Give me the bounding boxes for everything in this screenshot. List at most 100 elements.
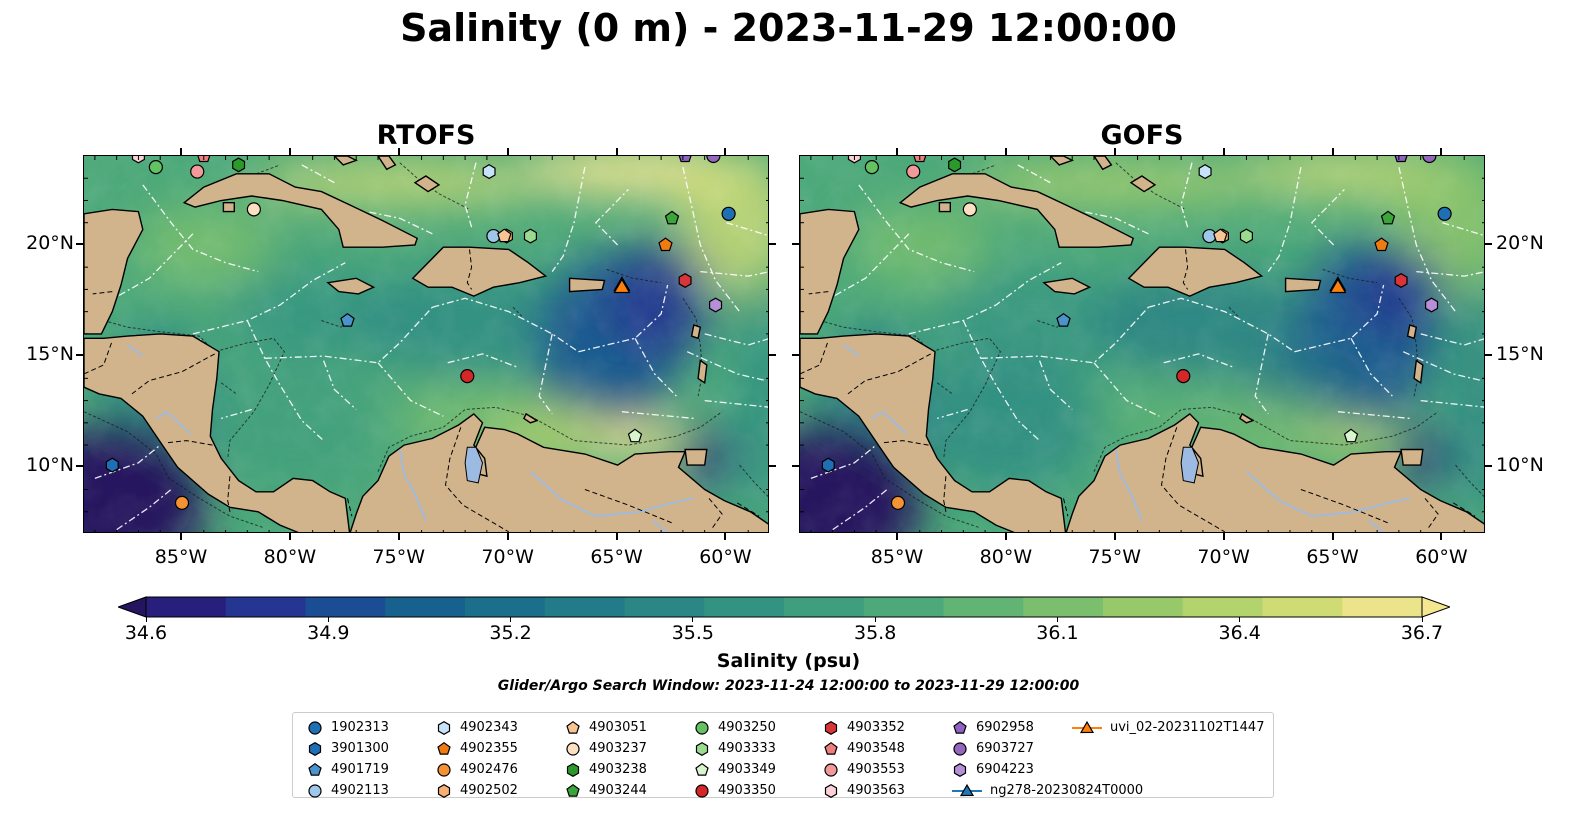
legend-label: 3901300 bbox=[331, 741, 389, 756]
country-border bbox=[808, 291, 829, 295]
legend-marker bbox=[566, 783, 580, 797]
legend-marker bbox=[695, 762, 709, 776]
platform-marker-1902313 bbox=[1437, 206, 1452, 221]
latitude-label: 10°N bbox=[1496, 454, 1544, 477]
colorbar-bin bbox=[385, 597, 466, 617]
longitude-label: 65°W bbox=[1306, 546, 1359, 568]
legend-marker bbox=[824, 783, 838, 798]
legend-item: 4903349 bbox=[694, 759, 776, 780]
legend-item: 4903238 bbox=[565, 759, 647, 780]
major-tick bbox=[1331, 148, 1334, 155]
legend-symbol bbox=[566, 720, 580, 734]
eez-boundary bbox=[1082, 210, 1149, 235]
legend-item: 4902113 bbox=[307, 780, 389, 801]
colorbar-tick bbox=[874, 617, 876, 622]
platform-marker-6903727 bbox=[706, 156, 721, 164]
major-tick bbox=[76, 354, 83, 357]
land-lesser-antilles bbox=[1406, 324, 1418, 340]
legend-label: 4903350 bbox=[718, 783, 776, 798]
legend-label: 6904223 bbox=[976, 762, 1034, 777]
legend-symbol bbox=[437, 783, 451, 798]
legend-symbol bbox=[953, 741, 967, 756]
country-border bbox=[227, 476, 231, 512]
legend-marker bbox=[953, 762, 967, 777]
platform-marker-4903238 bbox=[948, 157, 962, 173]
eez-boundary bbox=[109, 233, 194, 302]
platform-marker-4902476 bbox=[890, 495, 906, 510]
depth-contour bbox=[1093, 406, 1439, 472]
major-tick bbox=[397, 533, 400, 540]
platform-marker-4902355 bbox=[658, 237, 673, 252]
land-jamaica bbox=[1042, 277, 1092, 295]
major-tick bbox=[288, 533, 291, 540]
colorbar-tick-label: 34.6 bbox=[124, 622, 168, 644]
legend-symbol bbox=[695, 720, 709, 735]
legend-label: 6903727 bbox=[976, 741, 1034, 756]
legend-label: 4903237 bbox=[589, 741, 647, 756]
colorbar-bin bbox=[225, 597, 307, 617]
eez-boundary bbox=[1337, 411, 1410, 420]
legend-item: 4902502 bbox=[436, 780, 518, 801]
eez-boundary bbox=[1294, 284, 1385, 353]
eez-boundary bbox=[1402, 351, 1482, 382]
eez-boundary bbox=[634, 337, 677, 397]
colorbar-bin bbox=[1023, 597, 1104, 617]
eez-boundary bbox=[551, 166, 586, 272]
country-border bbox=[847, 353, 931, 395]
depth-contour bbox=[682, 298, 704, 397]
major-tick bbox=[769, 354, 776, 357]
platform-marker-4902476 bbox=[174, 495, 190, 510]
legend-item: 6904223 bbox=[952, 759, 1034, 780]
legend-symbol bbox=[824, 783, 838, 798]
legend-item: 4902476 bbox=[436, 759, 518, 780]
longitude-label: 60°W bbox=[699, 546, 752, 568]
legend-label: 1902313 bbox=[331, 720, 389, 735]
legend-label: 4903244 bbox=[589, 783, 647, 798]
land-trinidad bbox=[1400, 448, 1424, 466]
longitude-label: 85°W bbox=[870, 546, 924, 568]
legend-label: 4903349 bbox=[718, 762, 776, 777]
land-hispaniola bbox=[1127, 246, 1264, 297]
platform-marker-4903350 bbox=[460, 369, 475, 384]
glider-marker-uvi_02-20231102T1447 bbox=[613, 278, 631, 294]
legend-item: 4903553 bbox=[823, 759, 905, 780]
colorbar-tick-label: 36.1 bbox=[1036, 622, 1079, 644]
legend-marker bbox=[308, 762, 322, 776]
colorbar-tick bbox=[145, 617, 147, 622]
platform-marker-4903553 bbox=[190, 164, 205, 179]
colorbar-tick-label: 35.5 bbox=[671, 622, 714, 644]
major-tick bbox=[1222, 148, 1225, 155]
eez-boundary bbox=[432, 297, 579, 353]
river bbox=[1367, 519, 1385, 532]
eez-boundary bbox=[1017, 164, 1051, 184]
land-isla-juventud bbox=[222, 202, 236, 213]
country-border bbox=[1453, 502, 1476, 517]
legend-symbol bbox=[437, 741, 451, 755]
platform-marker-4903244 bbox=[1380, 210, 1396, 225]
legend-symbol bbox=[308, 783, 322, 798]
legend-marker bbox=[952, 783, 982, 796]
latitude-label: 20°N bbox=[26, 231, 74, 254]
platform-marker-3901300 bbox=[105, 457, 119, 473]
eez-boundary bbox=[192, 262, 346, 335]
legend-symbol bbox=[308, 720, 322, 735]
country-border bbox=[466, 249, 473, 290]
river bbox=[871, 410, 908, 435]
major-tick bbox=[769, 465, 776, 468]
legend-symbol bbox=[695, 741, 709, 756]
legend-symbol bbox=[695, 783, 709, 798]
platform-marker-3901300 bbox=[821, 457, 835, 473]
colorbar-gradient bbox=[116, 596, 1452, 618]
platform-marker-4902343 bbox=[1198, 164, 1212, 180]
eez-boundary bbox=[538, 333, 553, 415]
legend-symbol bbox=[695, 762, 709, 776]
country-border bbox=[943, 476, 947, 512]
longitude-label: 80°W bbox=[979, 546, 1033, 568]
legend-marker bbox=[308, 783, 322, 798]
platform-marker-4903553 bbox=[906, 164, 921, 179]
longitude-label: 75°W bbox=[372, 546, 425, 568]
legend-symbol bbox=[308, 741, 322, 756]
legend-label: 4901719 bbox=[331, 762, 389, 777]
colorbar-tick bbox=[1239, 617, 1241, 622]
colorbar-bin bbox=[146, 597, 227, 617]
